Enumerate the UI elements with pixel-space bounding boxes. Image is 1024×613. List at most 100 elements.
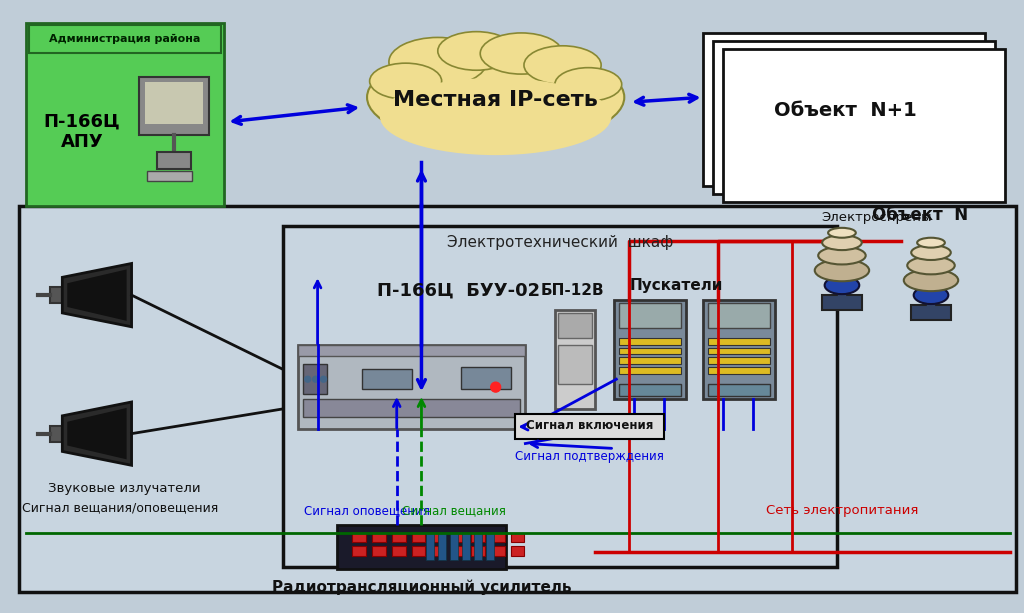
Bar [620,367,681,375]
Bar [723,49,1006,202]
Bar [158,151,190,169]
Bar [412,546,425,557]
Bar [511,546,524,557]
Ellipse shape [822,235,862,250]
Text: Сигнал подтверждения: Сигнал подтверждения [515,450,665,463]
Bar [490,533,505,543]
Text: Радиотрансляционный усилитель: Радиотрансляционный усилитель [271,579,571,595]
Circle shape [490,382,501,392]
Ellipse shape [828,228,856,238]
Ellipse shape [911,245,951,260]
Ellipse shape [524,46,601,85]
Bar [822,295,862,310]
Circle shape [305,376,310,382]
Text: Звуковые излучатели: Звуковые излучатели [48,482,201,495]
Text: Сеть электропитания: Сеть электропитания [766,504,919,517]
Ellipse shape [824,276,859,294]
Bar [337,525,506,569]
Ellipse shape [370,63,441,99]
Bar [511,533,524,543]
Ellipse shape [380,78,611,155]
Bar [392,533,406,543]
Circle shape [312,376,318,382]
Bar [372,533,386,543]
Bar [471,533,484,543]
Bar [703,300,775,399]
Text: Пускатели: Пускатели [629,278,723,293]
Bar [18,206,1016,592]
Polygon shape [68,269,127,321]
Text: Местная IP-сеть: Местная IP-сеть [393,90,598,110]
Bar [462,533,470,560]
Bar [485,533,494,560]
Bar [303,399,520,417]
Text: Сигнал вещания/оповещения: Сигнал вещания/оповещения [22,501,218,514]
Bar [714,41,995,194]
Text: Сигнал оповещения: Сигнал оповещения [304,504,430,517]
Bar [620,357,681,364]
Bar [298,345,525,428]
Bar [392,546,406,557]
Bar [471,546,484,557]
Bar [412,533,425,543]
Bar [620,303,681,328]
Bar [620,384,681,396]
Ellipse shape [438,32,515,70]
Bar [703,33,985,186]
Bar [558,345,592,384]
Ellipse shape [389,37,486,86]
Ellipse shape [907,256,954,275]
Bar [426,533,434,560]
Bar [29,25,220,53]
Bar [431,533,445,543]
Bar [911,305,951,320]
Bar [555,310,595,409]
Bar [451,533,458,560]
Bar [709,303,770,328]
Bar [461,367,511,389]
Bar [709,384,770,396]
Text: БП-12В: БП-12В [541,283,604,298]
Circle shape [321,376,327,382]
Bar [362,369,412,389]
Polygon shape [62,264,131,327]
Text: Электротехнический  шкаф: Электротехнический шкаф [446,235,673,250]
Polygon shape [62,402,131,465]
Text: Объект  N: Объект N [871,206,968,224]
Ellipse shape [913,286,948,304]
Bar [50,425,66,441]
Text: Администрация района: Администрация района [49,34,201,44]
Bar [283,226,837,567]
Bar [452,533,465,543]
Bar [452,546,465,557]
Bar [431,546,445,557]
Ellipse shape [815,259,869,281]
Ellipse shape [367,49,625,145]
Bar [352,533,366,543]
Bar [147,172,191,181]
Ellipse shape [480,33,562,74]
Bar [139,77,209,135]
Bar [490,546,505,557]
Ellipse shape [918,238,945,248]
Bar [614,300,686,399]
Bar [709,367,770,375]
Text: Объект  N+1: Объект N+1 [773,101,916,120]
Bar [145,82,203,124]
Text: Сигнал включения: Сигнал включения [526,419,653,432]
Bar [620,348,681,354]
Ellipse shape [555,67,622,101]
Bar [298,345,525,357]
Bar [352,546,366,557]
Ellipse shape [904,269,958,291]
Bar [50,287,66,303]
Text: П-166Ц
АПУ: П-166Ц АПУ [44,112,121,151]
Bar [474,533,482,560]
Bar [620,338,681,345]
Ellipse shape [818,246,865,264]
Bar [438,533,446,560]
Bar [515,414,664,438]
Bar [709,348,770,354]
Bar [709,338,770,345]
Polygon shape [68,408,127,459]
